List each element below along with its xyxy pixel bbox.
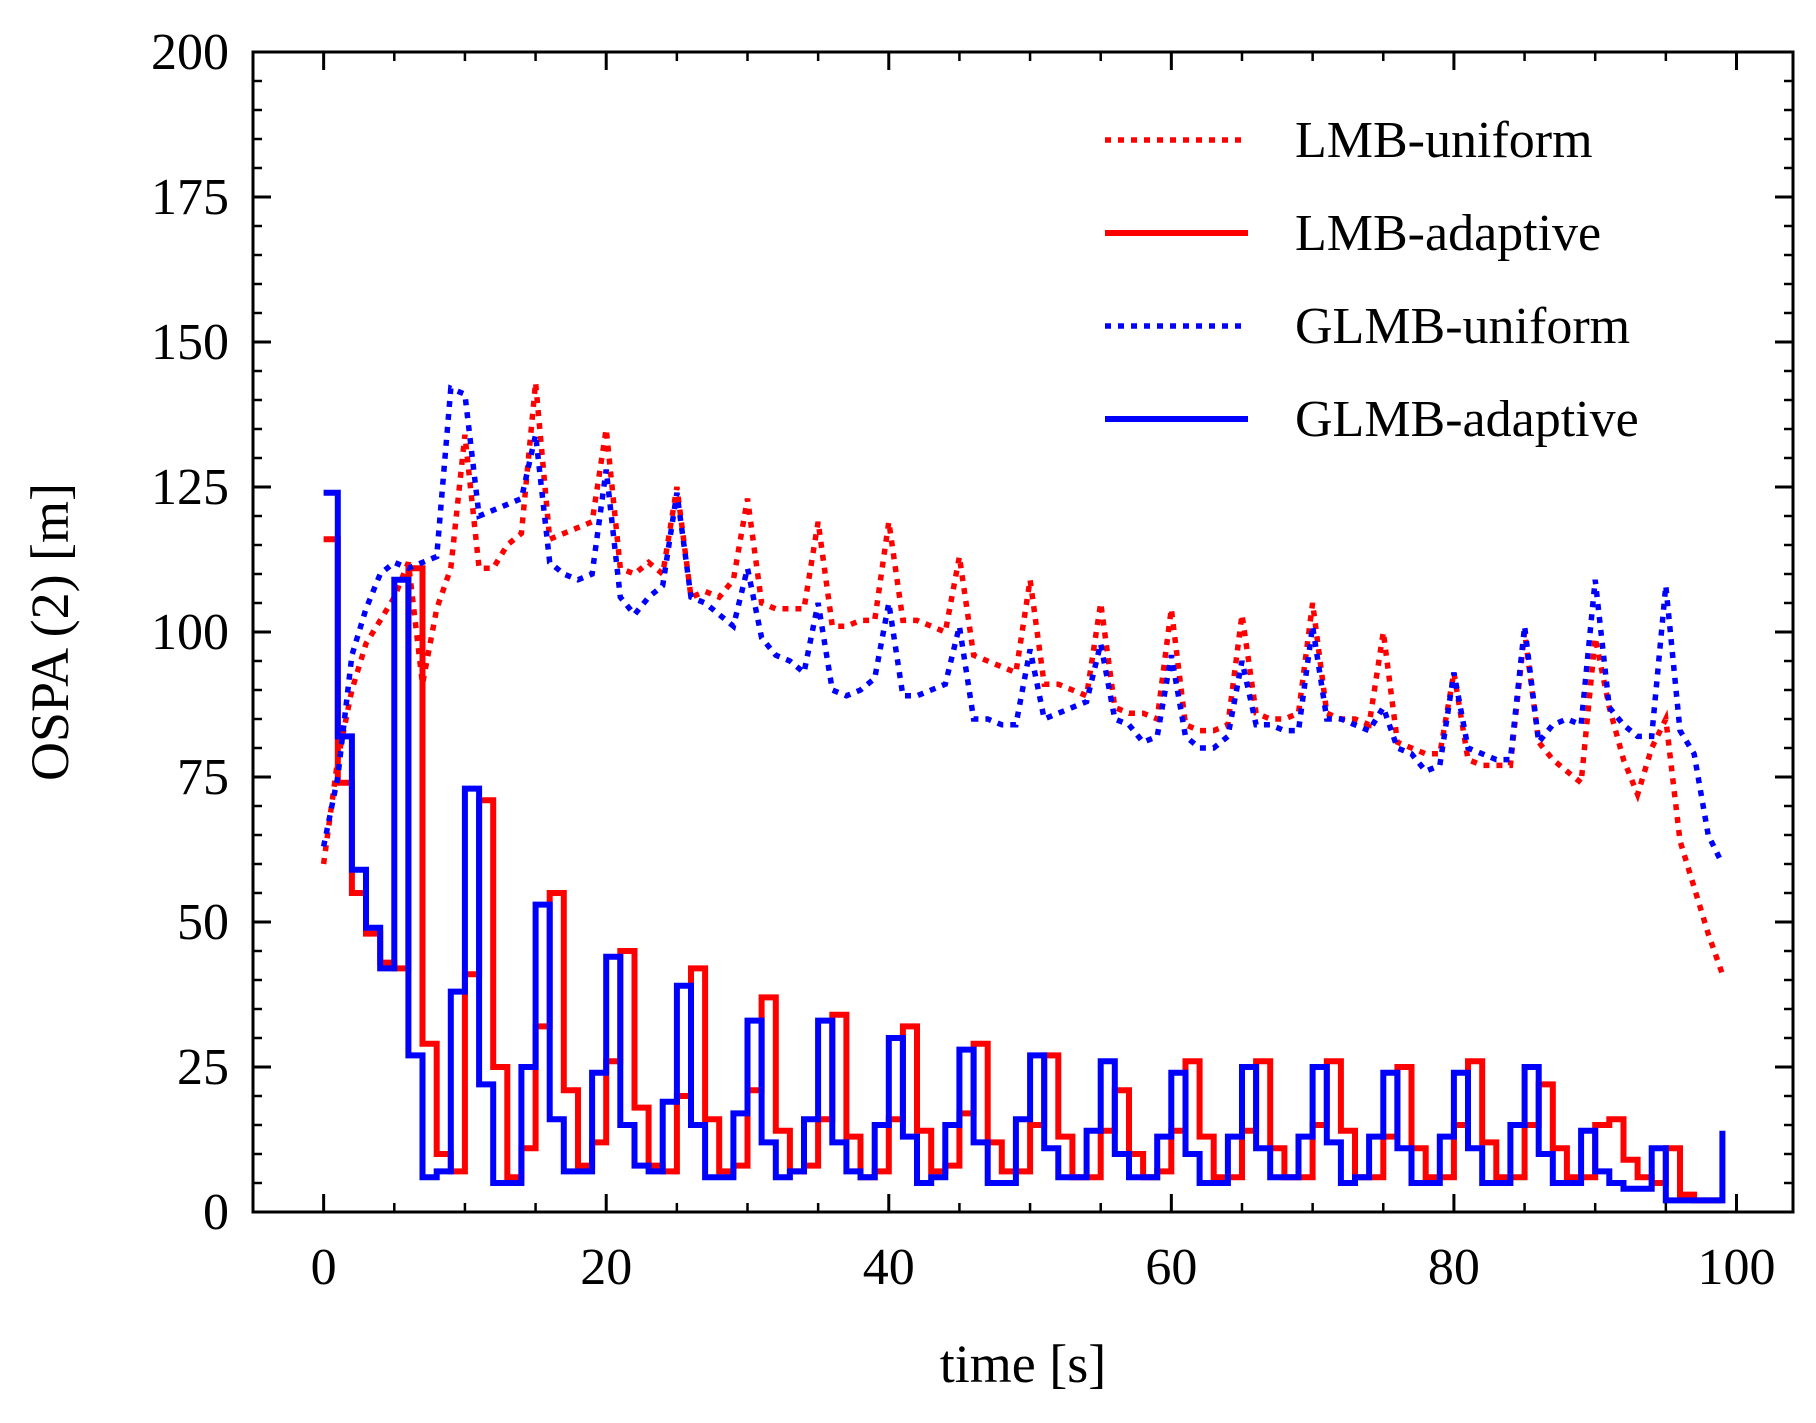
y-tick-label: 175 [151,169,229,226]
y-tick-label: 25 [177,1039,229,1096]
legend-label-2: GLMB-uniform [1295,298,1630,355]
y-axis-label: OSPA (2) [m] [20,483,80,781]
x-axis-label: time [s] [940,1334,1106,1394]
x-tick-label: 80 [1428,1239,1480,1296]
series-line-2 [320,384,1725,866]
y-tick-label: 150 [151,314,229,371]
x-tick-label: 60 [1145,1239,1197,1296]
ticks-layer [251,50,1793,1214]
y-tick-label: 75 [177,749,229,806]
x-tick-label: 0 [311,1239,337,1296]
legend-label-1: LMB-adaptive [1295,205,1601,262]
y-tick-label: 100 [151,604,229,661]
y-tick-label: 200 [151,24,229,81]
y-tick-label: 50 [177,894,229,951]
x-tick-label: 40 [863,1239,915,1296]
tick-labels-layer: 0 20 40 60 80 100 0 25 50 75 100 125 150 175 200 [151,24,1775,1296]
series-layer [320,382,1726,1204]
legend: LMB-uniform LMB-adaptive GLMB-uniform GLMB-… [1105,112,1639,448]
y-tick-label: 0 [203,1184,229,1241]
series-line-3 [323,489,1726,1204]
x-tick-label: 100 [1697,1239,1775,1296]
legend-label-3: GLMB-adaptive [1295,391,1639,448]
series-line-0 [320,382,1725,976]
x-tick-label: 20 [580,1239,632,1296]
legend-label-0: LMB-uniform [1295,112,1593,169]
y-tick-label: 125 [151,459,229,516]
